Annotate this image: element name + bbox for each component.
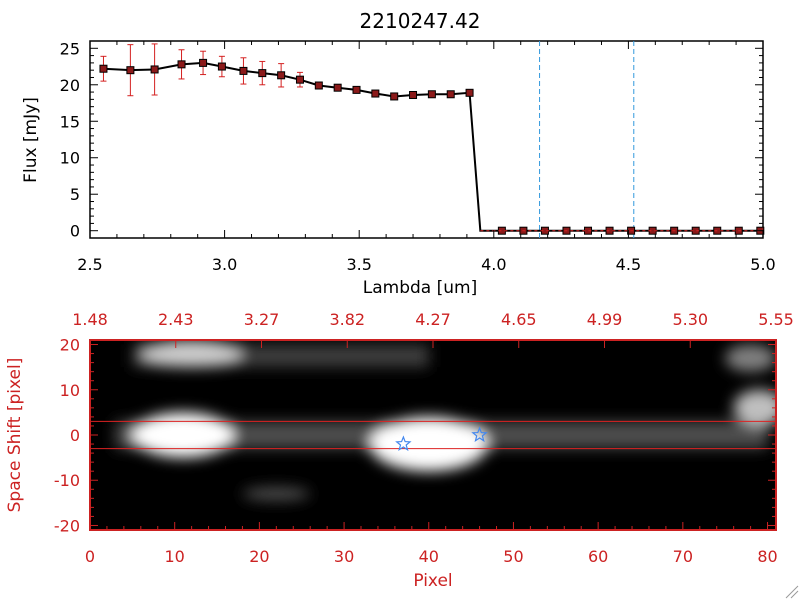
x-tick-label: 3.5: [346, 255, 371, 274]
resize-grip-icon: [785, 585, 799, 599]
image-y-ticks: -20 -10 0 10 20: [54, 336, 776, 535]
flux-line: [103, 61, 761, 232]
flux-point: [277, 71, 286, 80]
flux-point: [177, 60, 186, 69]
top-tick-label: 1.48: [72, 310, 108, 329]
x-tick-label: 60: [588, 547, 608, 566]
x-tick-label: 10: [165, 547, 185, 566]
flux-point: [371, 89, 380, 98]
top-tick-label: 5.30: [672, 310, 708, 329]
image-x-label: Pixel: [413, 571, 452, 591]
star-icon: [471, 426, 488, 443]
flux-point: [409, 90, 418, 99]
spectrum-y-label: Flux [mJy]: [21, 97, 41, 183]
flux-point: [295, 75, 304, 84]
image-y-label: Space Shift [pixel]: [5, 358, 25, 513]
y-tick-label: 0: [70, 222, 80, 241]
spectrum-plot-frame: [89, 40, 764, 239]
y-tick-label: 10: [60, 149, 80, 168]
flux-point: [126, 66, 135, 75]
top-tick-label: 4.27: [415, 310, 451, 329]
image-blob: [733, 389, 776, 426]
flux-point: [352, 85, 361, 94]
image-blob: [132, 412, 234, 458]
x-tick-label: 50: [503, 547, 523, 566]
source-star-markers: [395, 426, 488, 452]
image-blob: [725, 344, 776, 372]
image-panel: 0 10 20 30 40 50 60 70 80 1.48 2.43 3.27 3.82 4.27 4.…: [5, 310, 794, 591]
wavelength-marker-lines: [539, 41, 635, 238]
flux-point: [99, 64, 108, 73]
flux-point: [150, 65, 159, 74]
x-tick-label: 5.0: [750, 255, 775, 274]
x-tick-label: 30: [334, 547, 354, 566]
x-tick-label: 4.5: [616, 255, 641, 274]
flux-point: [465, 88, 474, 97]
flux-point: [427, 90, 436, 99]
x-tick-label: 40: [419, 547, 439, 566]
image-blob: [369, 416, 489, 472]
image-blob: [140, 340, 243, 368]
y-tick-label: 25: [60, 39, 80, 58]
top-tick-label: 3.82: [329, 310, 365, 329]
y-tick-label: 10: [60, 381, 80, 400]
image-blobs: [115, 340, 776, 501]
star-icon: [395, 435, 412, 452]
y-tick-label: 20: [60, 76, 80, 95]
flux-point: [333, 83, 342, 92]
flux-point: [199, 58, 208, 67]
flux-point: [446, 90, 455, 99]
flux-point: [217, 62, 226, 71]
x-tick-label: 20: [249, 547, 269, 566]
spectrum-title: 2210247.42: [360, 9, 481, 33]
x-tick-label: 70: [673, 547, 693, 566]
top-tick-label: 4.65: [501, 310, 537, 329]
x-tick-label: 3.0: [212, 255, 237, 274]
spectrum-x-ticks: 2.5 3.0 3.5 4.0 4.5 5.0: [77, 41, 776, 274]
flux-markers: [99, 58, 765, 235]
spectrum-y-ticks: 0 5 10 15 20 25: [60, 39, 763, 241]
y-tick-label: 5: [70, 185, 80, 204]
spectrum-x-label: Lambda [um]: [363, 278, 477, 298]
x-tick-label: 2.5: [77, 255, 102, 274]
x-tick-label: 80: [757, 547, 777, 566]
top-tick-label: 3.27: [244, 310, 280, 329]
x-tick-label: 4.0: [481, 255, 506, 274]
flux-point: [390, 92, 399, 101]
y-tick-label: 20: [60, 336, 80, 355]
spectrum-panel: 2210247.42 2.5 3.0 3.5 4.0 4.5 5.0 0 5 10 15 20 25…: [21, 9, 776, 298]
y-tick-label: -10: [54, 471, 80, 490]
y-tick-label: -20: [54, 516, 80, 535]
image-top-wavelength-ticks: 1.48 2.43 3.27 3.82 4.27 4.65 4.99 5.30 5.55: [72, 310, 794, 348]
y-tick-label: 0: [70, 426, 80, 445]
top-tick-label: 4.99: [587, 310, 623, 329]
top-tick-label: 2.43: [158, 310, 194, 329]
image-blob: [242, 487, 311, 501]
flux-point: [314, 81, 323, 90]
top-tick-label: 5.55: [758, 310, 794, 329]
image-x-ticks: 0 10 20 30 40 50 60 70 80: [85, 522, 778, 566]
x-tick-label: 0: [85, 547, 95, 566]
y-tick-label: 15: [60, 112, 80, 131]
extraction-aperture-lines: [90, 420, 776, 450]
flux-point: [239, 66, 248, 75]
flux-point: [258, 69, 267, 78]
